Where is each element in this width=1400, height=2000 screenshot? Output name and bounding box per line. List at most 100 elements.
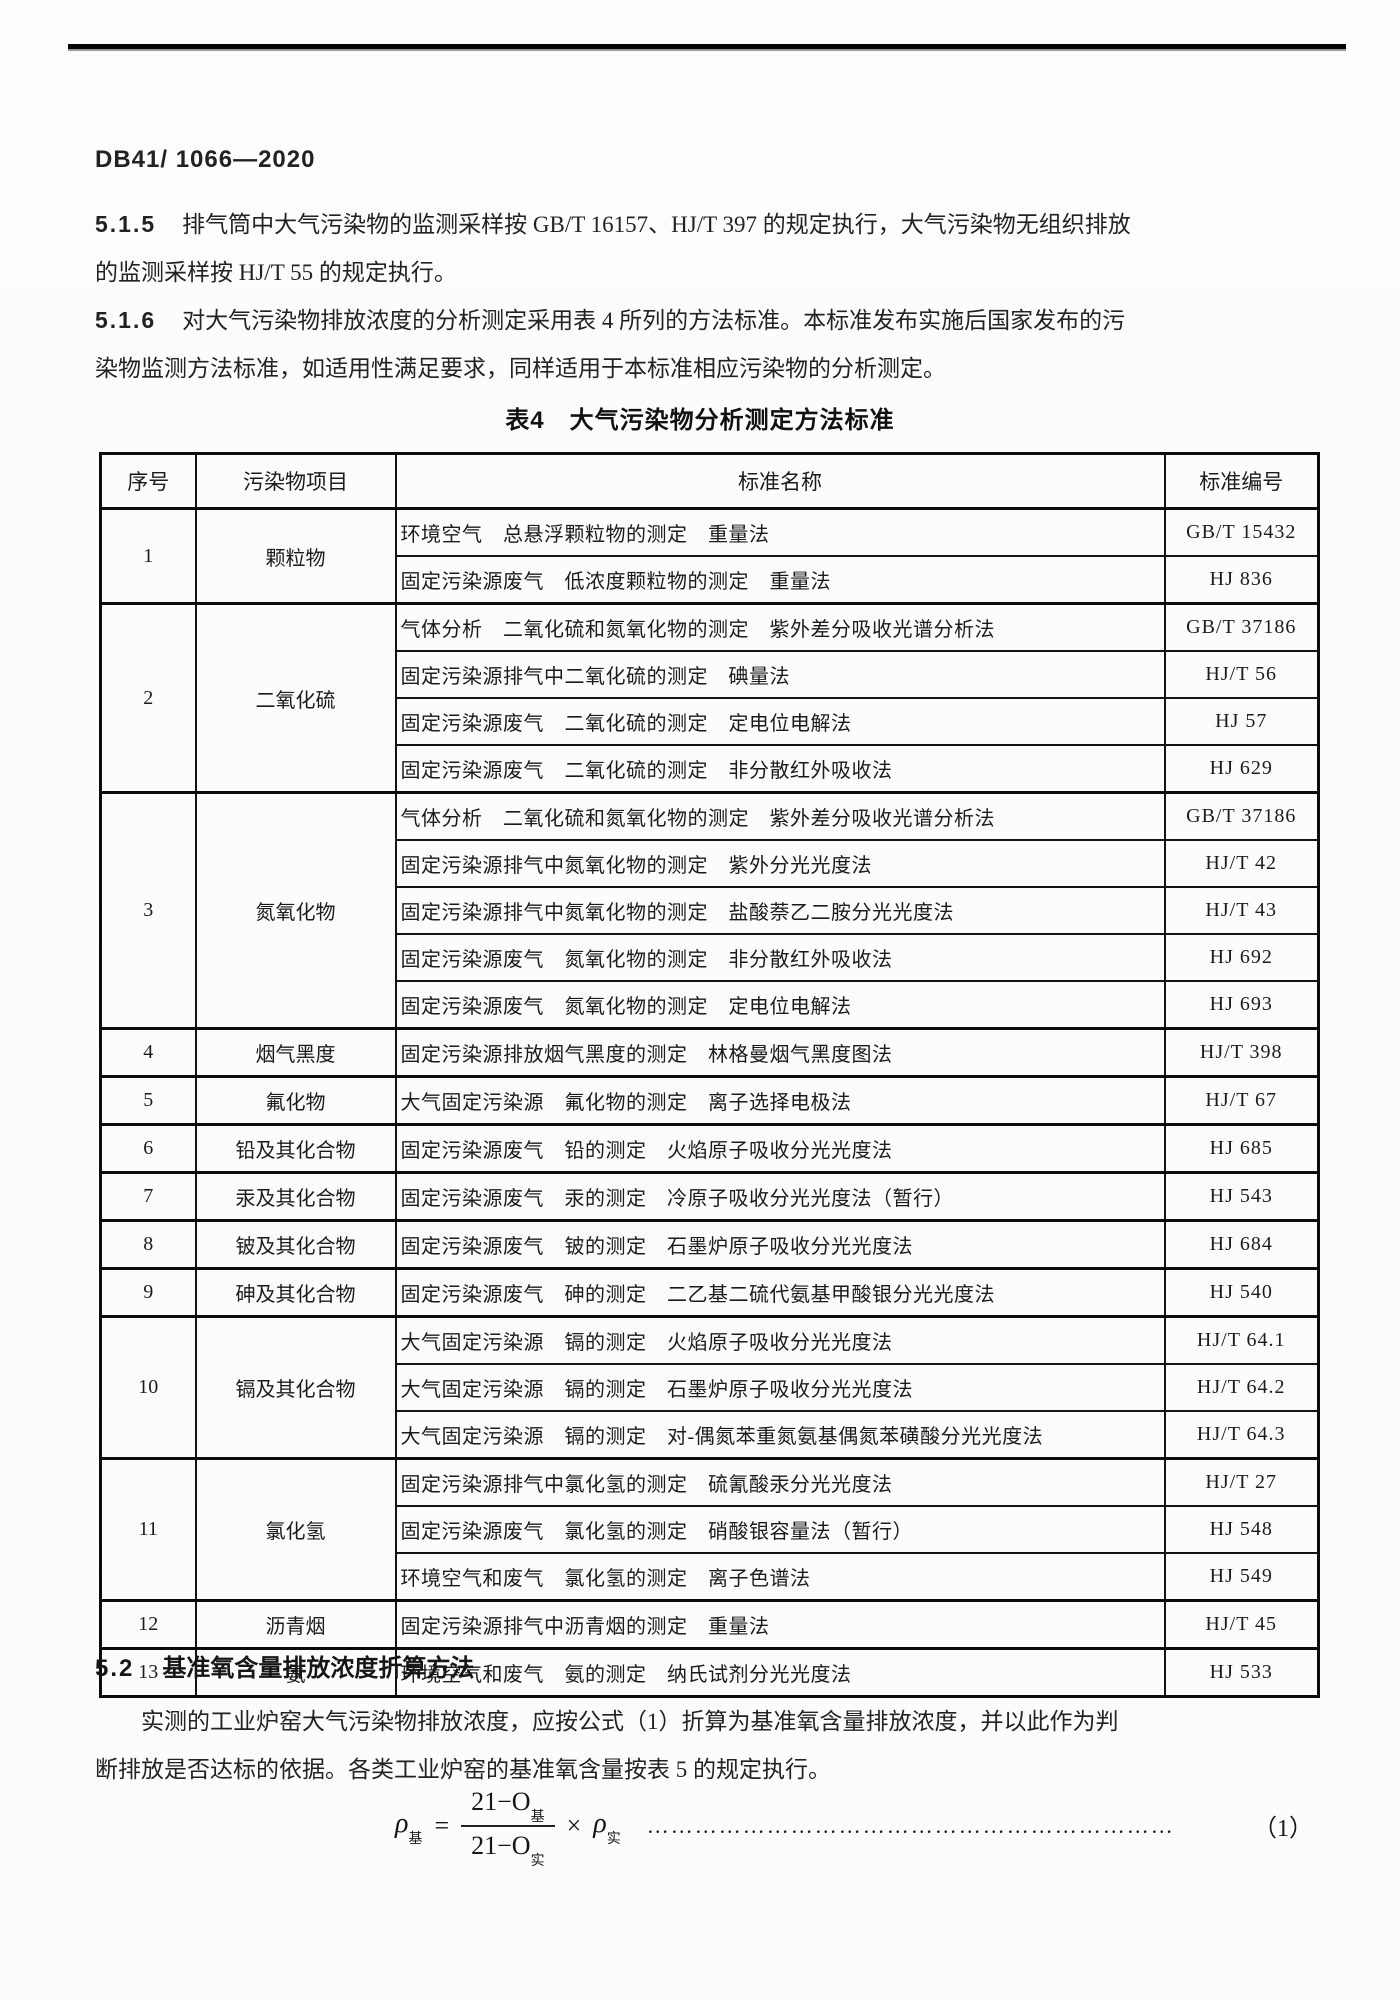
table-row: 固定污染源废气 氮氧化物的测定 非分散红外吸收法 HJ 692 bbox=[101, 933, 1320, 982]
cell-pollutant: 氨 bbox=[194, 1647, 397, 1698]
paragraph-5-1-6: 5.1.6 对大气污染物排放浓度的分析测定采用表 4 所列的方法标准。本标准发布实… bbox=[95, 296, 1317, 393]
cell-seq-number: 1 bbox=[99, 507, 197, 605]
cell-standard-name: 环境空气和废气 氨的测定 纳氏试剂分光光度法 bbox=[394, 1647, 1166, 1698]
table-row: 9 砷及其化合物 固定污染源废气 砷的测定 二乙基二硫代氨基甲酸银分光光度法 HJ 5… bbox=[99, 1267, 1320, 1318]
table-row: 环境空气和废气 氯化氢的测定 离子色谱法 HJ 549 bbox=[101, 1552, 1320, 1602]
cell-pollutant: 氮氧化物 bbox=[194, 791, 397, 1030]
paragraph-line: 染物监测方法标准，如适用性满足要求，同样适用于本标准相应污染物的分析测定。 bbox=[95, 356, 946, 381]
table-row: 6 铅及其化合物 固定污染源废气 铅的测定 火焰原子吸收分光光度法 HJ 685 bbox=[99, 1123, 1320, 1174]
table-header-row: 序号 污染物项目 标准名称 标准编号 bbox=[99, 452, 1320, 510]
document-number: DB41/ 1066—2020 bbox=[95, 146, 316, 173]
cell-standard-name: 气体分析 二氧化硫和氮氧化物的测定 紫外差分吸收光谱分析法 bbox=[394, 602, 1166, 652]
cell-pollutant: 镉及其化合物 bbox=[194, 1315, 397, 1460]
clause-text: 排气筒中大气污染物的监测采样按 GB/T 16157、HJ/T 397 的规定执… bbox=[182, 212, 1131, 237]
clause-text: 对大气污染物排放浓度的分析测定采用表 4 所列的方法标准。本标准发布实施后国家发… bbox=[182, 308, 1126, 333]
cell-pollutant: 铍及其化合物 bbox=[194, 1219, 397, 1270]
cell-standard-name: 固定污染源废气 氮氧化物的测定 定电位电解法 bbox=[394, 980, 1166, 1030]
formula-leader-dots: ………………………………………………………… bbox=[646, 1812, 1175, 1838]
section-5-2-heading: 5.2 基准氧含量排放浓度折算方法 bbox=[95, 1648, 474, 1683]
cell-standard-code: HJ 540 bbox=[1163, 1267, 1320, 1318]
column-header-3: 标准编号 bbox=[1163, 452, 1320, 510]
clause-number: 5.1.6 bbox=[95, 307, 157, 333]
table-row: 固定污染源废气 低浓度颗粒物的测定 重量法 HJ 836 bbox=[101, 555, 1320, 605]
cell-standard-name: 固定污染源废气 氮氧化物的测定 非分散红外吸收法 bbox=[394, 933, 1166, 982]
cell-standard-name: 固定污染源排气中氮氧化物的测定 紫外分光光度法 bbox=[394, 839, 1166, 888]
cell-standard-name: 固定污染源废气 低浓度颗粒物的测定 重量法 bbox=[394, 555, 1166, 605]
table-row: 4 烟气黑度 固定污染源排放烟气黑度的测定 林格曼烟气黑度图法 HJ/T 398 bbox=[99, 1027, 1320, 1078]
cell-standard-name: 固定污染源排气中氯化氢的测定 硫氰酸汞分光光度法 bbox=[394, 1457, 1166, 1507]
table-row: 2 二氧化硫 气体分析 二氧化硫和氮氧化物的测定 紫外差分吸收光谱分析法 GB/T 3… bbox=[99, 602, 1320, 794]
cell-standard-code: HJ/T 64.1 bbox=[1163, 1315, 1320, 1365]
cell-seq-number: 9 bbox=[99, 1267, 197, 1318]
table-row: 8 铍及其化合物 固定污染源废气 铍的测定 石墨炉原子吸收分光光度法 HJ 684 bbox=[99, 1219, 1320, 1270]
cell-seq-number: 8 bbox=[99, 1219, 197, 1270]
section-5-2-paragraph: 实测的工业炉窑大气污染物排放浓度，应按公式（1）折算为基准氧含量排放浓度，并以此… bbox=[95, 1698, 1317, 1794]
cell-pollutant: 沥青烟 bbox=[194, 1599, 397, 1650]
cell-standard-code: HJ 549 bbox=[1163, 1552, 1320, 1602]
cell-standard-name: 固定污染源废气 氯化氢的测定 硝酸银容量法（暂行） bbox=[394, 1505, 1166, 1554]
cell-standard-name: 大气固定污染源 镉的测定 对-偶氮苯重氮氨基偶氮苯磺酸分光光度法 bbox=[394, 1410, 1166, 1460]
table-row: 12 沥青烟 固定污染源排气中沥青烟的测定 重量法 HJ/T 45 bbox=[99, 1599, 1320, 1650]
fraction-denominator: 21−O实 bbox=[471, 1830, 545, 1869]
cell-standard-name: 气体分析 二氧化硫和氮氧化物的测定 紫外差分吸收光谱分析法 bbox=[394, 791, 1166, 841]
table-row: 固定污染源废气 二氧化硫的测定 定电位电解法 HJ 57 bbox=[101, 697, 1320, 746]
cell-standard-name: 固定污染源废气 砷的测定 二乙基二硫代氨基甲酸银分光光度法 bbox=[394, 1267, 1166, 1318]
cell-seq-number: 5 bbox=[99, 1075, 197, 1126]
cell-standard-code: HJ/T 64.2 bbox=[1163, 1363, 1320, 1412]
cell-seq-number: 11 bbox=[99, 1457, 197, 1602]
cell-standard-code: GB/T 37186 bbox=[1163, 602, 1320, 652]
cell-standard-code: HJ 629 bbox=[1163, 744, 1320, 794]
cell-standard-name: 固定污染源废气 二氧化硫的测定 非分散红外吸收法 bbox=[394, 744, 1166, 794]
table-row: 固定污染源排气中氮氧化物的测定 盐酸萘乙二胺分光光度法 HJ/T 43 bbox=[101, 886, 1320, 935]
table-row: 固定污染源排气中氮氧化物的测定 紫外分光光度法 HJ/T 42 bbox=[101, 839, 1320, 888]
cell-standard-name: 固定污染源废气 铍的测定 石墨炉原子吸收分光光度法 bbox=[394, 1219, 1166, 1270]
table-row: 13 氨环境空气和废气 氨的测定 纳氏试剂分光光度法 HJ 533 bbox=[99, 1647, 1320, 1698]
cell-standard-name: 固定污染源排气中氮氧化物的测定 盐酸萘乙二胺分光光度法 bbox=[394, 886, 1166, 935]
cell-standard-code: HJ/T 45 bbox=[1163, 1599, 1320, 1650]
cell-standard-code: HJ/T 43 bbox=[1163, 886, 1320, 935]
section-number: 5.2 bbox=[95, 1655, 135, 1682]
cell-pollutant: 氯化氢 bbox=[194, 1457, 397, 1602]
formula-lhs: ρ基 bbox=[395, 1808, 423, 1848]
fraction-numerator: 21−O基 bbox=[461, 1786, 555, 1827]
table-row: 固定污染源排气中二氧化硫的测定 碘量法 HJ/T 56 bbox=[101, 650, 1320, 699]
column-header-2: 标准名称 bbox=[394, 452, 1166, 510]
cell-standard-name: 固定污染源排放烟气黑度的测定 林格曼烟气黑度图法 bbox=[394, 1027, 1166, 1078]
section-title: 基准氧含量排放浓度折算方法 bbox=[162, 1655, 475, 1682]
table-row: 11 氯化氢 固定污染源排气中氯化氢的测定 硫氰酸汞分光光度法 HJ/T 27 bbox=[99, 1457, 1320, 1602]
clause-number: 5.1.5 bbox=[95, 211, 157, 237]
cell-standard-name: 大气固定污染源 镉的测定 火焰原子吸收分光光度法 bbox=[394, 1315, 1166, 1365]
cell-pollutant: 氟化物 bbox=[194, 1075, 397, 1126]
paragraph-line: 实测的工业炉窑大气污染物排放浓度，应按公式（1）折算为基准氧含量排放浓度，并以此… bbox=[141, 1709, 1119, 1734]
table-4-analysis-methods: 序号 污染物项目 标准名称 标准编号 1 颗粒物 环境空气 总悬浮颗粒物的测定 重量法 GB… bbox=[99, 452, 1320, 1698]
column-header-1: 污染物项目 bbox=[194, 452, 397, 510]
table-row: 7 汞及其化合物 固定污染源废气 汞的测定 冷原子吸收分光光度法（暂行） HJ 543 bbox=[99, 1171, 1320, 1222]
cell-pollutant: 砷及其化合物 bbox=[194, 1267, 397, 1318]
page-top-rule bbox=[68, 44, 1346, 51]
cell-standard-name: 固定污染源废气 铅的测定 火焰原子吸收分光光度法 bbox=[394, 1123, 1166, 1174]
multiply-sign: × bbox=[566, 1810, 582, 1840]
table-row: 1 颗粒物 环境空气 总悬浮颗粒物的测定 重量法 GB/T 15432 bbox=[99, 507, 1320, 605]
cell-standard-name: 环境空气 总悬浮颗粒物的测定 重量法 bbox=[394, 507, 1166, 557]
cell-standard-code: HJ/T 67 bbox=[1163, 1075, 1320, 1126]
cell-standard-name: 环境空气和废气 氯化氢的测定 离子色谱法 bbox=[394, 1552, 1166, 1602]
cell-standard-code: HJ/T 42 bbox=[1163, 839, 1320, 888]
cell-seq-number: 7 bbox=[99, 1171, 197, 1222]
cell-standard-code: HJ 543 bbox=[1163, 1171, 1320, 1222]
cell-standard-name: 固定污染源废气 二氧化硫的测定 定电位电解法 bbox=[394, 697, 1166, 746]
table-row: 3 氮氧化物 气体分析 二氧化硫和氮氧化物的测定 紫外差分吸收光谱分析法 GB/T 3… bbox=[99, 791, 1320, 1030]
cell-standard-name: 固定污染源废气 汞的测定 冷原子吸收分光光度法（暂行） bbox=[394, 1171, 1166, 1222]
table-row: 5 氟化物 大气固定污染源 氟化物的测定 离子选择电极法 HJ/T 67 bbox=[99, 1075, 1320, 1126]
cell-seq-number: 6 bbox=[99, 1123, 197, 1174]
cell-standard-code: HJ 57 bbox=[1163, 697, 1320, 746]
cell-standard-code: HJ 692 bbox=[1163, 933, 1320, 982]
cell-standard-name: 固定污染源排气中沥青烟的测定 重量法 bbox=[394, 1599, 1166, 1650]
cell-standard-name: 大气固定污染源 氟化物的测定 离子选择电极法 bbox=[394, 1075, 1166, 1126]
cell-seq-number: 2 bbox=[99, 602, 197, 794]
cell-seq-number: 10 bbox=[99, 1315, 197, 1460]
formula-rhs: ρ实 bbox=[593, 1808, 621, 1848]
cell-pollutant: 颗粒物 bbox=[194, 507, 397, 605]
table-row: 大气固定污染源 镉的测定 石墨炉原子吸收分光光度法 HJ/T 64.2 bbox=[101, 1363, 1320, 1412]
cell-standard-code: HJ 685 bbox=[1163, 1123, 1320, 1174]
